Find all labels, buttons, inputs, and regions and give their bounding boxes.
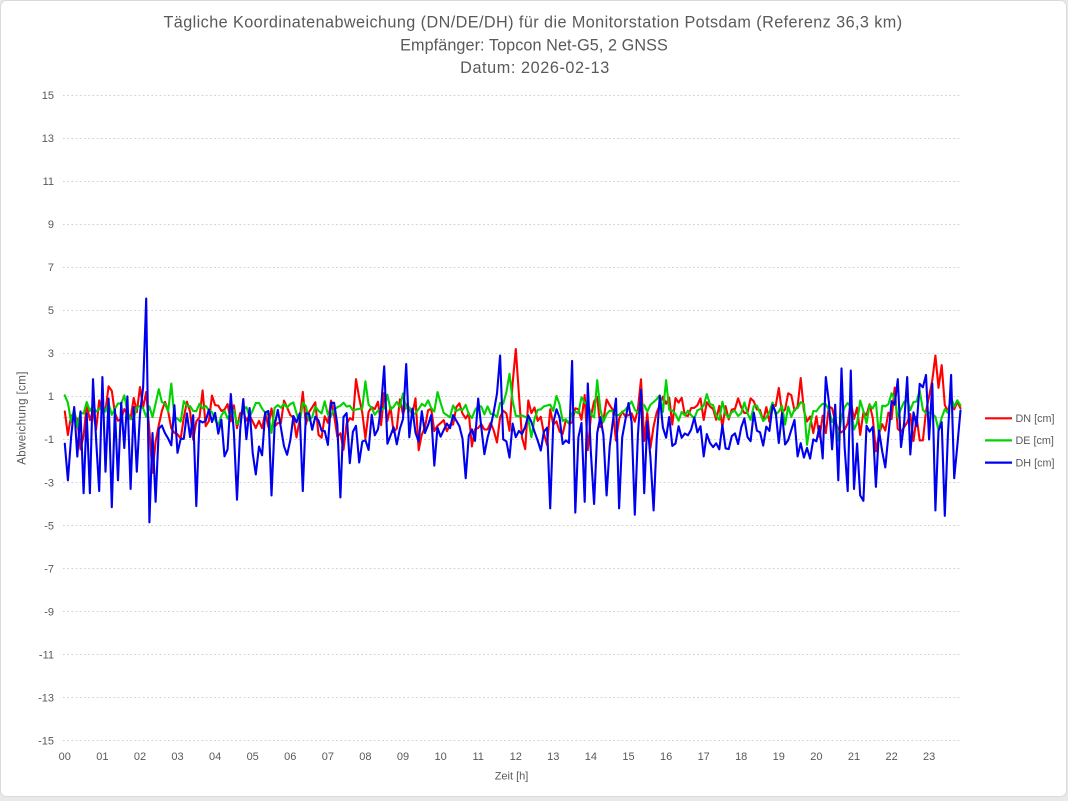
svg-text:-1: -1 [44,434,54,446]
svg-text:23: 23 [923,751,935,763]
svg-text:04: 04 [209,751,221,763]
svg-text:20: 20 [810,751,822,763]
svg-text:DN [cm]: DN [cm] [1016,413,1055,425]
svg-text:-11: -11 [39,649,54,661]
svg-text:09: 09 [397,751,409,763]
svg-text:DE [cm]: DE [cm] [1016,435,1054,447]
svg-text:15: 15 [42,90,54,102]
svg-text:22: 22 [885,751,897,763]
svg-text:7: 7 [48,262,54,274]
svg-text:12: 12 [510,751,522,763]
svg-text:08: 08 [359,751,371,763]
svg-text:17: 17 [698,751,710,763]
svg-text:15: 15 [622,751,634,763]
svg-text:02: 02 [134,751,146,763]
svg-text:-15: -15 [38,736,54,748]
svg-text:19: 19 [773,751,785,763]
svg-text:5: 5 [48,305,54,317]
svg-text:-7: -7 [44,563,54,575]
svg-text:05: 05 [247,751,259,763]
svg-text:01: 01 [96,751,108,763]
svg-text:DH [cm]: DH [cm] [1016,457,1055,469]
svg-text:3: 3 [48,348,54,360]
svg-text:14: 14 [585,751,597,763]
svg-text:Abweichung [cm]: Abweichung [cm] [17,371,29,465]
svg-text:-3: -3 [44,477,54,489]
svg-text:16: 16 [660,751,672,763]
svg-text:21: 21 [848,751,860,763]
svg-text:07: 07 [322,751,334,763]
svg-text:-13: -13 [38,693,54,705]
svg-text:-9: -9 [44,606,54,618]
svg-text:00: 00 [59,751,71,763]
svg-text:-5: -5 [44,520,54,532]
svg-text:10: 10 [434,751,446,763]
svg-text:03: 03 [171,751,183,763]
svg-text:06: 06 [284,751,296,763]
svg-text:Zeit [h]: Zeit [h] [495,770,529,782]
svg-text:Datum: 2026-02-13: Datum: 2026-02-13 [460,59,610,77]
svg-text:13: 13 [42,133,54,145]
svg-text:Tägliche Koordinatenabweichung: Tägliche Koordinatenabweichung (DN/DE/DH… [163,14,902,32]
svg-text:11: 11 [472,751,483,763]
svg-text:13: 13 [547,751,559,763]
svg-text:9: 9 [48,219,54,231]
svg-text:18: 18 [735,751,747,763]
svg-text:11: 11 [43,176,54,188]
svg-text:1: 1 [48,391,54,403]
svg-text:Empfänger: Topcon Net-G5, 2 GN: Empfänger: Topcon Net-G5, 2 GNSS [400,36,668,54]
